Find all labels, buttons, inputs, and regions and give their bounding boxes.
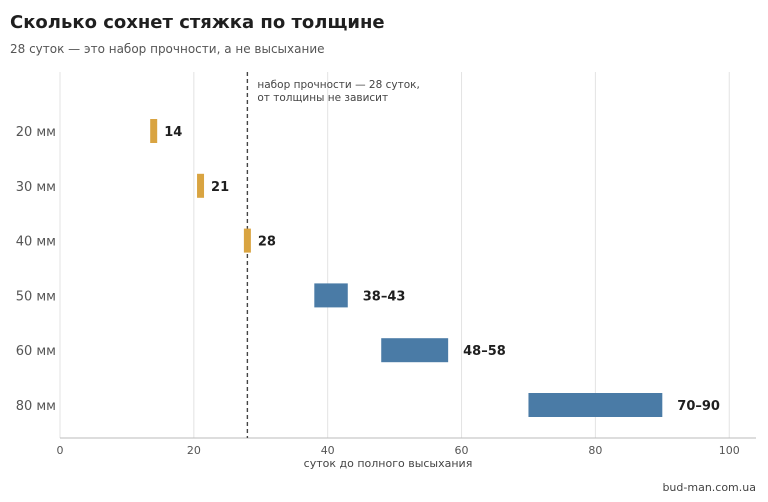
chart-title: Сколько сохнет стяжка по толщине	[10, 12, 385, 33]
x-tick-label: 20	[187, 444, 201, 457]
x-tick-label: 80	[588, 444, 602, 457]
bar-value-label: 28	[258, 235, 276, 250]
bar-value-label: 48–58	[463, 344, 506, 359]
y-category-label: 50 мм	[16, 289, 56, 304]
x-tick-label: 0	[57, 444, 64, 457]
x-axis-title: суток до полного высыхания	[304, 457, 473, 470]
reference-annotation: от толщины не зависит	[257, 92, 388, 104]
y-category-label: 20 мм	[16, 125, 56, 140]
bar	[197, 173, 205, 198]
bar	[381, 338, 449, 363]
bar	[528, 393, 663, 417]
bar-value-label: 70–90	[677, 399, 720, 414]
y-category-label: 60 мм	[16, 344, 56, 359]
bar	[150, 119, 158, 143]
x-tick-label: 60	[455, 444, 469, 457]
y-category-label: 30 мм	[16, 180, 56, 195]
reference-annotation: набор прочности — 28 суток,	[257, 79, 419, 91]
bar-value-label: 14	[164, 125, 182, 140]
x-tick-label: 100	[719, 444, 740, 457]
bar	[314, 283, 348, 308]
chart-subtitle: 28 суток — это набор прочности, а не выс…	[10, 42, 325, 56]
bar-value-label: 21	[211, 180, 229, 195]
x-tick-label: 40	[321, 444, 335, 457]
y-category-label: 40 мм	[16, 235, 56, 250]
y-category-label: 80 мм	[16, 399, 56, 414]
bar	[243, 228, 251, 253]
bar-value-label: 38–43	[363, 289, 406, 304]
source-credit: bud-man.com.ua	[662, 481, 756, 494]
